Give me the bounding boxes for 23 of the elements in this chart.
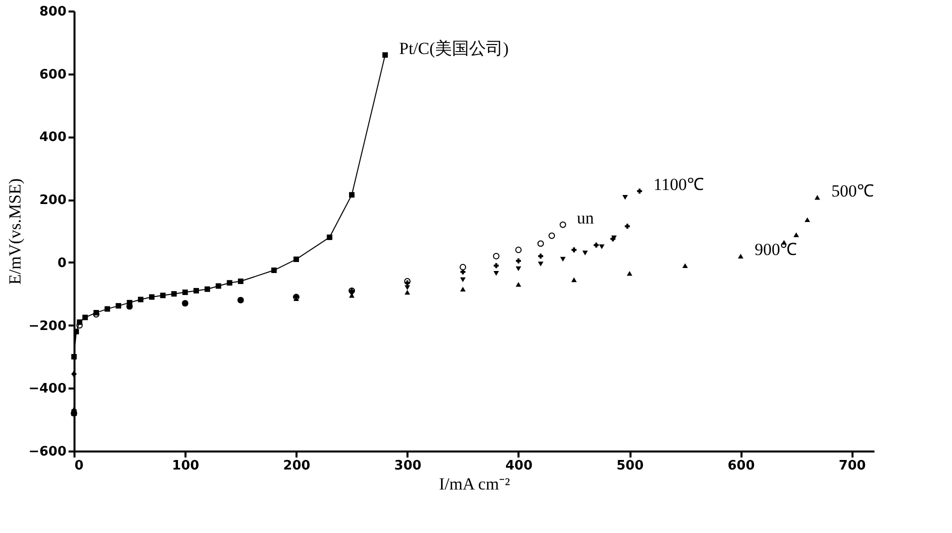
x-tick-label: 100: [172, 458, 200, 474]
x-tick-label: 0: [74, 458, 84, 474]
annotation: 1100℃: [654, 175, 704, 194]
x-tick-label: 200: [283, 458, 310, 474]
x-tick-label: 500: [616, 458, 644, 474]
y-axis-title: E/mV(vs.MSE): [5, 178, 24, 285]
y-tick-label: 600: [39, 67, 66, 82]
x-axis-title: I/mA cm⁻²: [438, 474, 510, 494]
annotation: 500℃: [831, 181, 874, 200]
y-tick-label: 200: [39, 193, 66, 208]
x-tick-label: 600: [728, 458, 755, 474]
annotation: un: [576, 208, 594, 228]
y-tick-label: 0: [57, 256, 66, 271]
y-tick-label: −200: [28, 318, 66, 334]
annotation: 900℃: [754, 240, 798, 260]
x-tick-label: 400: [505, 458, 533, 474]
annotation: Pt/C(美国公司): [399, 39, 509, 58]
x-tick-label: 700: [838, 458, 866, 474]
x-tick-label: 300: [394, 458, 422, 474]
y-tick-label: 800: [39, 4, 66, 20]
y-tick-label: −600: [28, 444, 66, 460]
y-tick-label: −400: [28, 382, 66, 397]
y-tick-label: 400: [39, 130, 66, 146]
